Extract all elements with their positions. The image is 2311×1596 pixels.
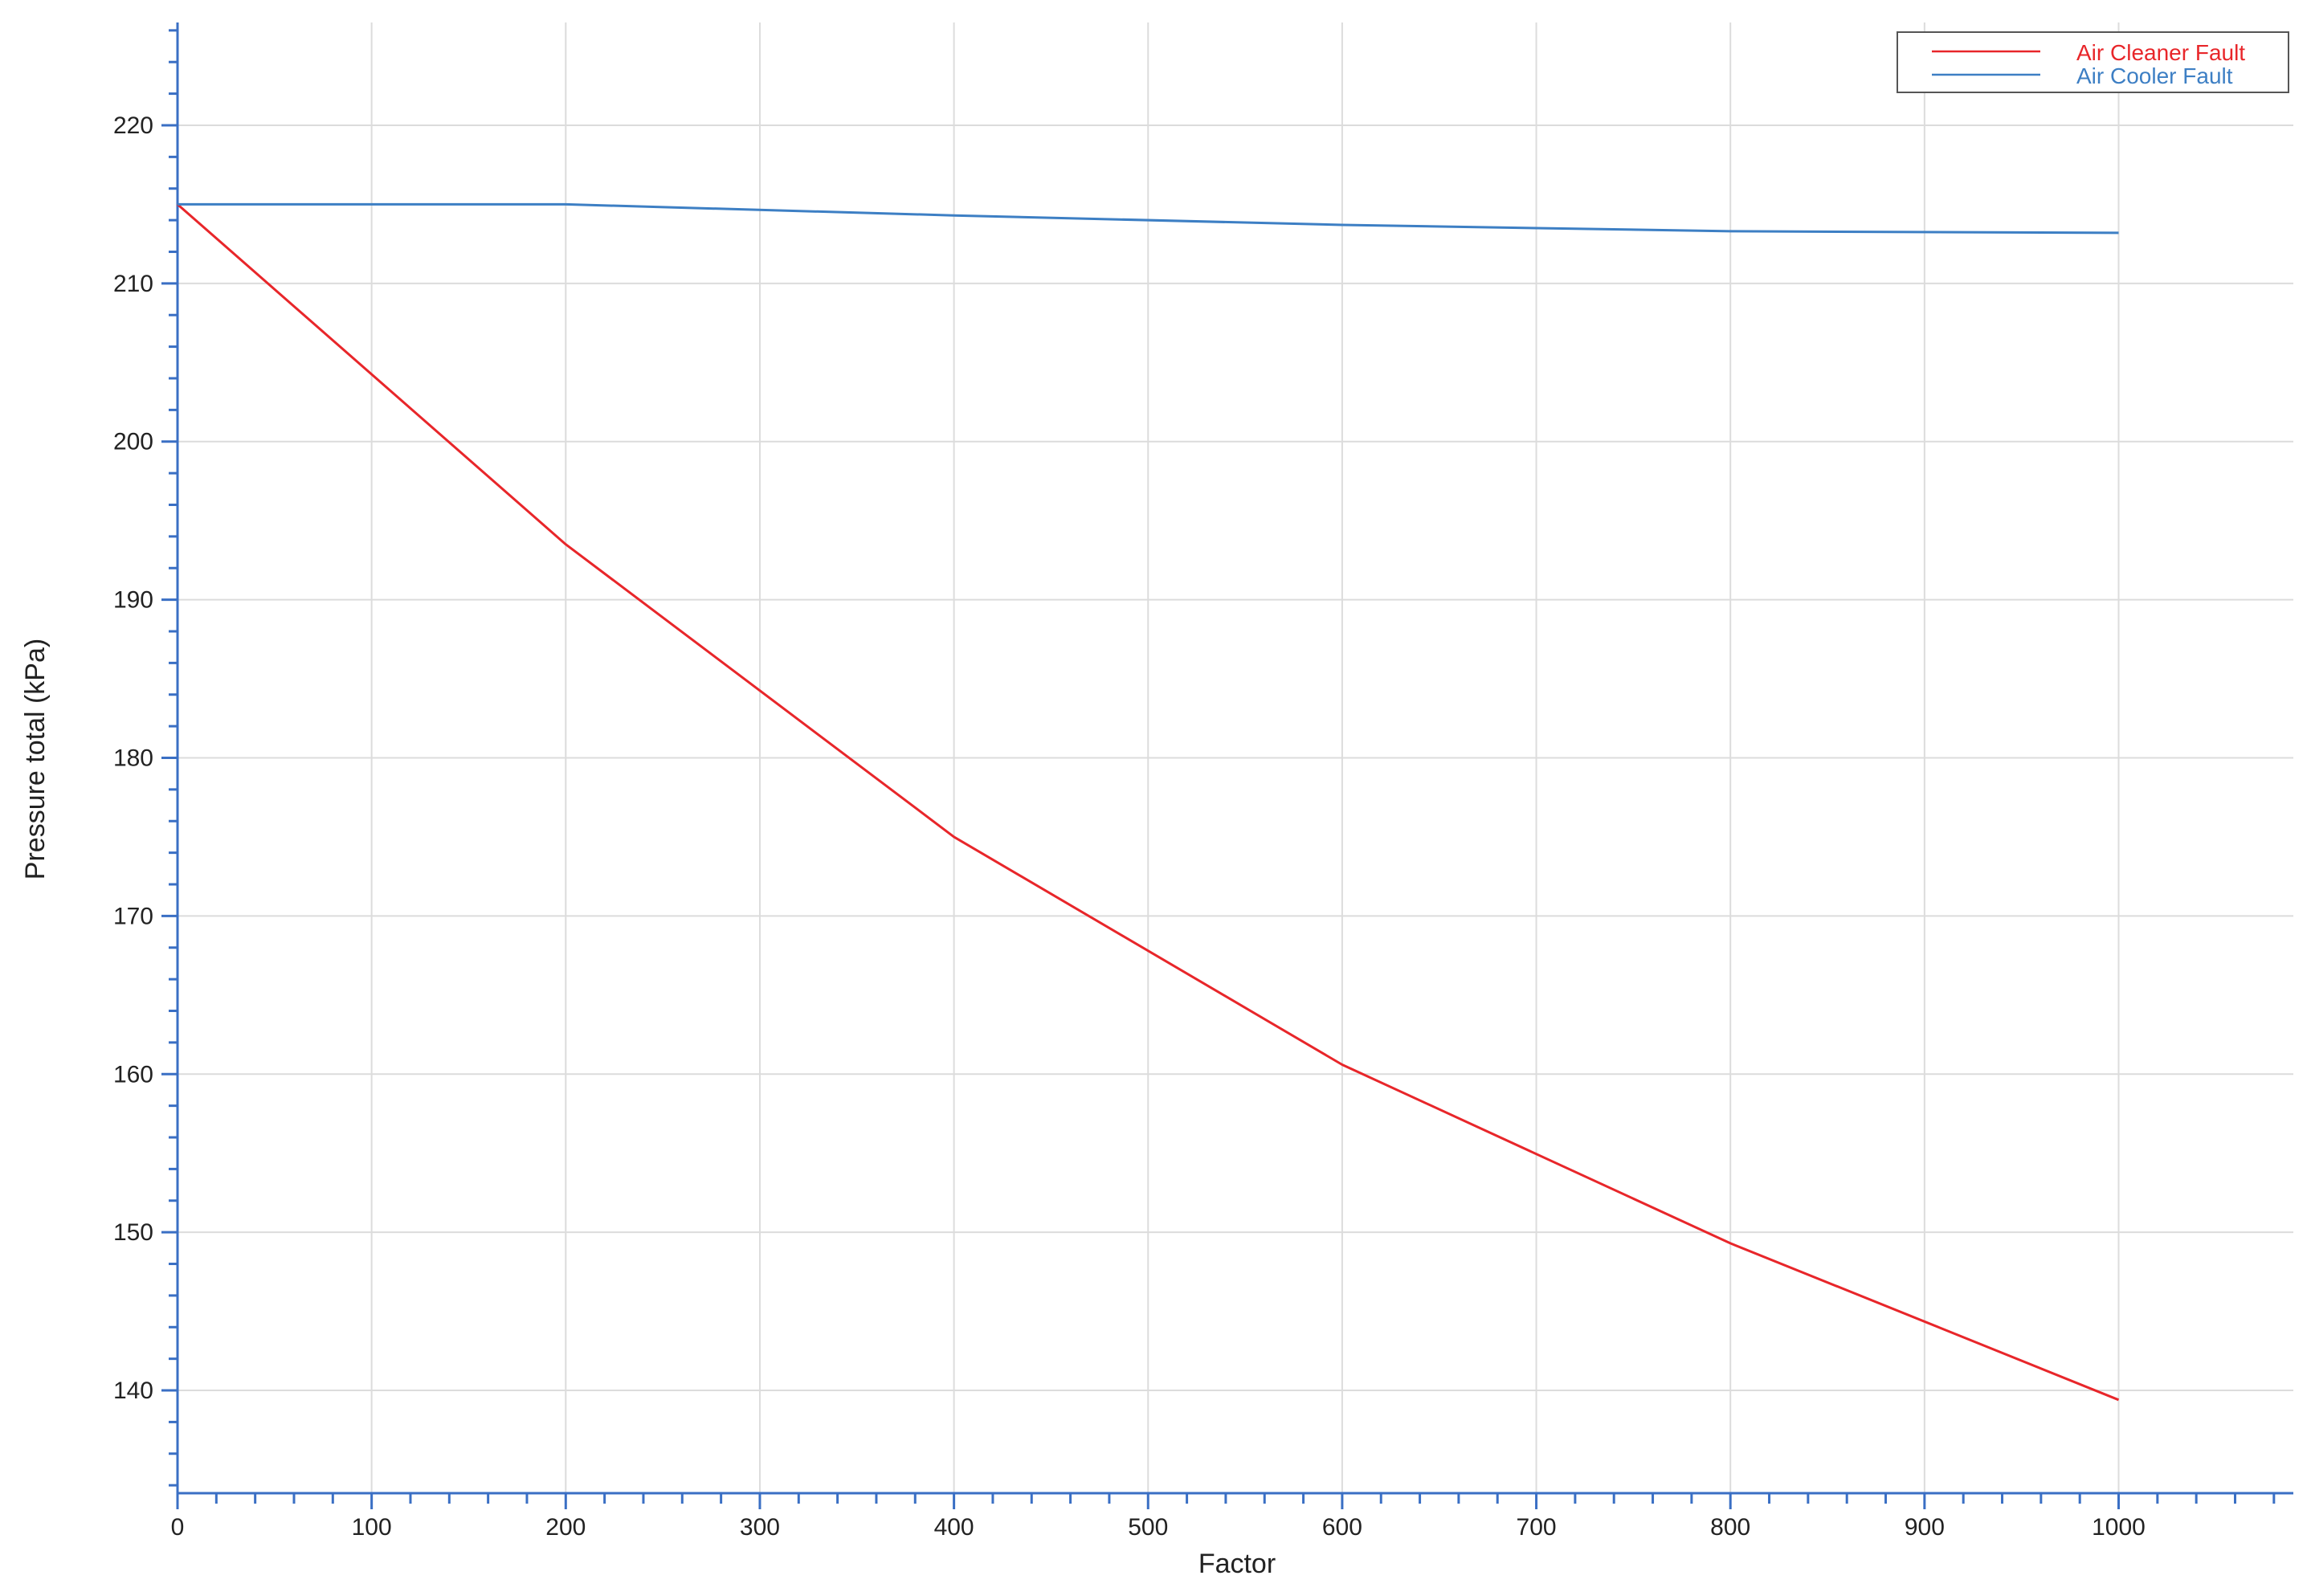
legend: Air Cleaner Fault Air Cooler Fault — [1897, 31, 2289, 93]
x-tick-label: 200 — [545, 1514, 586, 1541]
x-tick-label: 300 — [740, 1514, 780, 1541]
x-tick-label: 0 — [171, 1514, 185, 1541]
y-tick-label: 170 — [113, 903, 153, 929]
series-line-air-cleaner-fault — [177, 203, 2120, 1402]
y-tick-label: 140 — [113, 1378, 153, 1404]
x-tick-label: 400 — [934, 1514, 974, 1541]
x-tick-label: 500 — [1128, 1514, 1168, 1541]
x-tick-label: 600 — [1322, 1514, 1362, 1541]
x-tick-label: 100 — [352, 1514, 392, 1541]
y-tick-label: 220 — [113, 112, 153, 139]
x-tick-label: 1000 — [2092, 1514, 2146, 1541]
y-tick-label: 210 — [113, 271, 153, 297]
y-tick-label: 150 — [113, 1219, 153, 1246]
y-axis-title: Pressure total (kPa) — [20, 639, 51, 880]
y-tick-label: 180 — [113, 745, 153, 772]
x-tick-label: 700 — [1517, 1514, 1557, 1541]
series-line-air-cooler-fault — [178, 202, 2119, 235]
legend-label-air-cleaner-fault: Air Cleaner Fault — [2076, 40, 2245, 65]
legend-box — [1897, 31, 2289, 93]
axis-ticks: 0 100 200 300 400 500 600 700 800 900 1000 140 150 16… — [113, 29, 2276, 1541]
grid-lines — [178, 22, 2293, 1493]
y-tick-label: 200 — [113, 429, 153, 455]
y-tick-label: 160 — [113, 1061, 153, 1088]
legend-label-air-cooler-fault: Air Cooler Fault — [2076, 63, 2233, 88]
y-tick-label: 190 — [113, 587, 153, 614]
x-tick-label: 900 — [1905, 1514, 1945, 1541]
x-tick-label: 800 — [1710, 1514, 1750, 1541]
x-axis-title: Factor — [1198, 1549, 1276, 1579]
data-series — [177, 202, 2120, 1402]
